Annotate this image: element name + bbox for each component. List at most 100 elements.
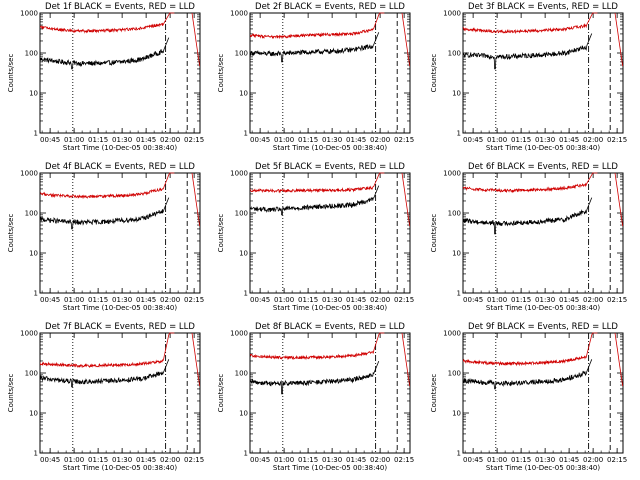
x-tick-label: 01:45 xyxy=(346,456,366,464)
y-tick-label: 1 xyxy=(244,130,248,138)
chart-panel-1: Det 1f BLACK = Events, RED = LLD 1 10 100 10… xyxy=(7,2,204,152)
x-tick-label: 02:15 xyxy=(184,136,204,144)
chart-panel-5: Det 5f BLACK = Events, RED = LLD 1 10 100 10… xyxy=(217,162,414,312)
x-tick-label: 01:45 xyxy=(346,296,366,304)
x-tick-label: 02:15 xyxy=(607,456,627,464)
x-tick-label: 01:45 xyxy=(559,136,579,144)
y-axis-label: Counts/sec xyxy=(7,374,15,413)
y-tick-label: 1000 xyxy=(443,170,461,178)
x-tick-label: 01:15 xyxy=(88,296,108,304)
x-tick-label: 02:15 xyxy=(607,136,627,144)
y-tick-label: 10 xyxy=(452,250,461,258)
chart-title: Det 1f BLACK = Events, RED = LLD xyxy=(45,2,195,12)
chart-panel-2: Det 2f BLACK = Events, RED = LLD 1 10 100 10… xyxy=(217,2,414,152)
x-tick-label: 01:30 xyxy=(535,136,555,144)
x-tick-label: 00:45 xyxy=(250,296,270,304)
x-tick-label: 01:30 xyxy=(535,456,555,464)
plot-frame xyxy=(249,12,411,134)
series-lld-tail xyxy=(614,332,623,387)
x-tick-label: 01:00 xyxy=(274,296,294,304)
x-tick-label: 01:15 xyxy=(88,456,108,464)
y-tick-label: 1 xyxy=(34,450,38,458)
y-tick-label: 1000 xyxy=(20,330,38,338)
chart-title: Det 7f BLACK = Events, RED = LLD xyxy=(45,322,195,332)
series-lld-tail xyxy=(191,332,200,387)
x-axis-label: Start Time (10-Dec-05 00:38:40) xyxy=(63,144,177,152)
series-events-line xyxy=(463,33,593,70)
series-lld-tail xyxy=(401,332,410,387)
plot-frame xyxy=(462,12,624,134)
y-tick-label: 10 xyxy=(239,90,248,98)
y-tick-label: 1000 xyxy=(230,330,248,338)
x-tick-label: 00:45 xyxy=(250,456,270,464)
series-lld-line xyxy=(463,332,598,367)
y-tick-label: 1 xyxy=(457,130,461,138)
x-tick-label: 01:15 xyxy=(511,296,531,304)
x-tick-label: 02:00 xyxy=(370,296,390,304)
plot-frame xyxy=(39,332,201,454)
series-lld-line xyxy=(250,332,385,361)
y-axis-label: Counts/sec xyxy=(430,54,438,93)
x-tick-label: 02:15 xyxy=(394,456,414,464)
x-tick-label: 02:00 xyxy=(370,456,390,464)
series-lld-line xyxy=(250,172,385,194)
series-lld-tail xyxy=(614,12,623,67)
y-tick-label: 1000 xyxy=(443,330,461,338)
x-axis-label: Start Time (10-Dec-05 00:38:40) xyxy=(273,464,387,472)
y-tick-label: 1 xyxy=(457,450,461,458)
chart-title: Det 6f BLACK = Events, RED = LLD xyxy=(468,162,618,172)
series-events-line xyxy=(250,32,380,63)
y-axis-label: Counts/sec xyxy=(217,54,225,93)
x-axis-label: Start Time (10-Dec-05 00:38:40) xyxy=(273,304,387,312)
x-tick-label: 02:15 xyxy=(607,296,627,304)
x-tick-label: 02:00 xyxy=(583,296,603,304)
series-lld-line xyxy=(40,172,175,200)
y-tick-label: 100 xyxy=(448,210,461,218)
x-axis-label: Start Time (10-Dec-05 00:38:40) xyxy=(63,464,177,472)
x-tick-label: 01:45 xyxy=(136,136,156,144)
chart-title: Det 5f BLACK = Events, RED = LLD xyxy=(255,162,405,172)
chart-panel-6: Det 6f BLACK = Events, RED = LLD 1 10 100 10… xyxy=(430,162,627,312)
chart-title: Det 4f BLACK = Events, RED = LLD xyxy=(45,162,195,172)
y-tick-label: 1 xyxy=(34,130,38,138)
y-axis-label: Counts/sec xyxy=(217,374,225,413)
x-tick-label: 01:30 xyxy=(112,136,132,144)
x-tick-label: 01:30 xyxy=(322,456,342,464)
x-tick-label: 02:15 xyxy=(394,136,414,144)
x-tick-label: 01:00 xyxy=(487,456,507,464)
x-tick-label: 01:00 xyxy=(64,136,84,144)
x-tick-label: 01:15 xyxy=(298,296,318,304)
y-tick-label: 10 xyxy=(452,410,461,418)
x-tick-label: 01:15 xyxy=(298,136,318,144)
x-tick-label: 02:15 xyxy=(394,296,414,304)
plot-frame xyxy=(249,172,411,294)
x-tick-label: 01:00 xyxy=(274,136,294,144)
x-tick-label: 01:00 xyxy=(487,296,507,304)
y-tick-label: 10 xyxy=(29,250,38,258)
series-events-line xyxy=(463,197,593,235)
x-tick-label: 02:00 xyxy=(583,456,603,464)
chart-title: Det 8f BLACK = Events, RED = LLD xyxy=(255,322,405,332)
x-axis-label: Start Time (10-Dec-05 00:38:40) xyxy=(486,464,600,472)
y-tick-label: 100 xyxy=(25,50,38,58)
y-tick-label: 10 xyxy=(239,410,248,418)
y-axis-label: Counts/sec xyxy=(7,214,15,253)
y-tick-label: 100 xyxy=(25,370,38,378)
chart-title: Det 2f BLACK = Events, RED = LLD xyxy=(255,2,405,12)
x-tick-label: 01:15 xyxy=(511,456,531,464)
plot-frame xyxy=(462,172,624,294)
series-lld-tail xyxy=(401,172,410,227)
x-tick-label: 01:15 xyxy=(298,456,318,464)
x-tick-label: 00:45 xyxy=(463,296,483,304)
y-tick-label: 1000 xyxy=(20,170,38,178)
chart-panel-4: Det 4f BLACK = Events, RED = LLD 1 10 100 10… xyxy=(7,162,204,312)
series-lld-line xyxy=(463,12,598,34)
x-tick-label: 01:00 xyxy=(64,456,84,464)
x-tick-label: 01:30 xyxy=(535,296,555,304)
y-tick-label: 100 xyxy=(448,370,461,378)
chart-panel-3: Det 3f BLACK = Events, RED = LLD 1 10 100 10… xyxy=(430,2,627,152)
y-tick-label: 100 xyxy=(235,50,248,58)
y-axis-label: Counts/sec xyxy=(217,214,225,253)
y-tick-label: 1 xyxy=(244,290,248,298)
x-tick-label: 01:30 xyxy=(112,456,132,464)
